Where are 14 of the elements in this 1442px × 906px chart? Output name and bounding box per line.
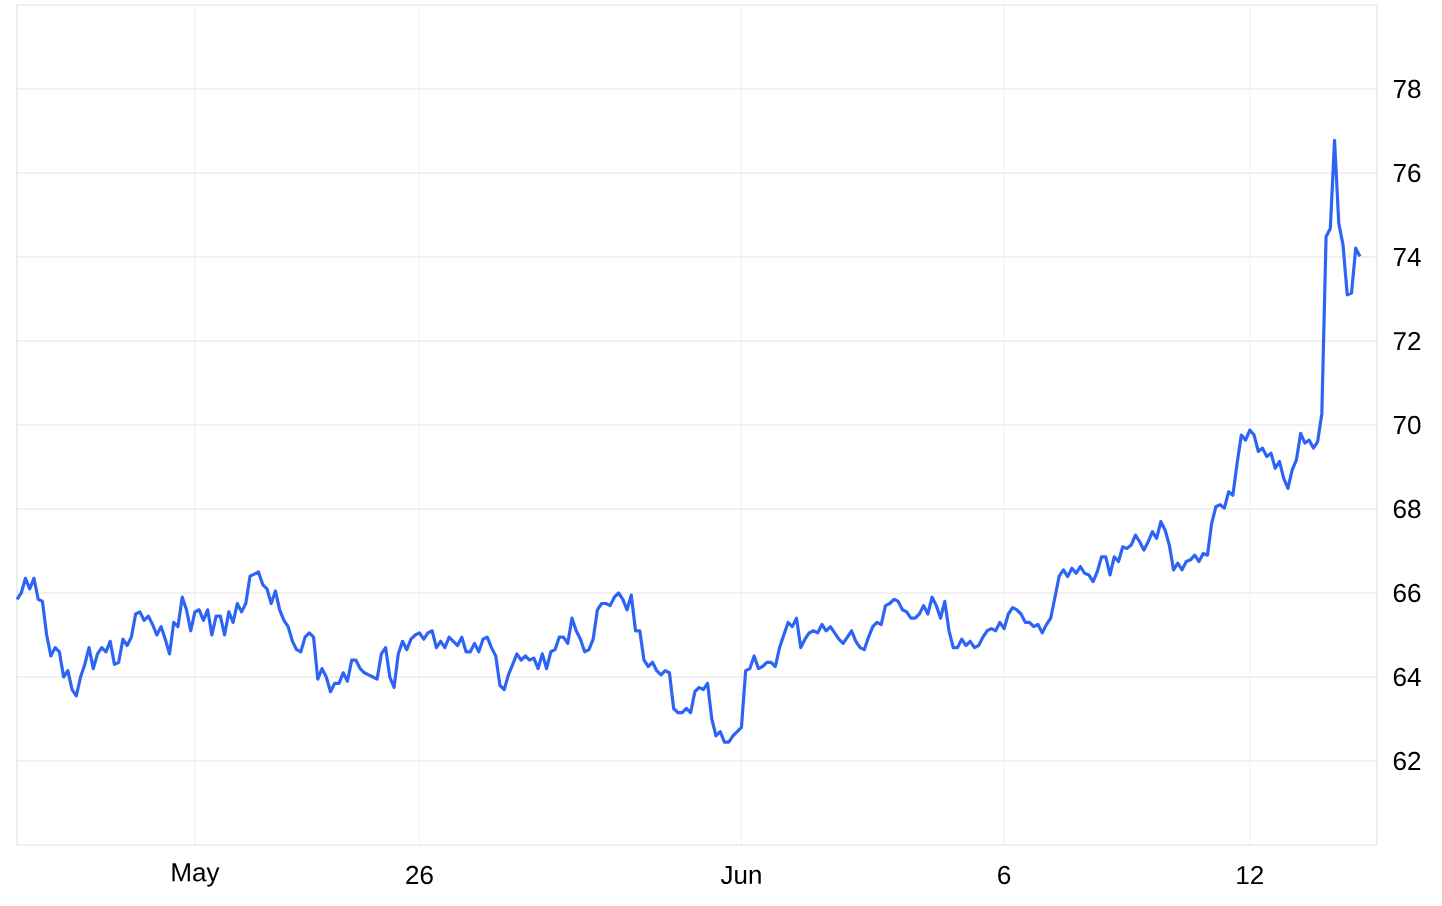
y-tick-label: 66: [1393, 583, 1421, 603]
y-tick-label: 68: [1393, 499, 1421, 519]
x-tick-label: May: [172, 863, 220, 887]
x-tick-label: 26: [406, 865, 433, 885]
x-tick-label: 6: [998, 865, 1011, 885]
y-tick-label: 64: [1393, 667, 1421, 687]
y-tick-label: 70: [1393, 415, 1421, 435]
x-tick-label: Jun: [720, 865, 761, 885]
y-tick-label: 72: [1393, 331, 1421, 351]
y-tick-label: 62: [1393, 751, 1421, 771]
x-tick-label: 12: [1237, 865, 1263, 885]
y-tick-label: 78: [1393, 79, 1421, 99]
y-tick-label: 74: [1393, 248, 1421, 266]
y-tick-label: 76: [1393, 163, 1421, 183]
